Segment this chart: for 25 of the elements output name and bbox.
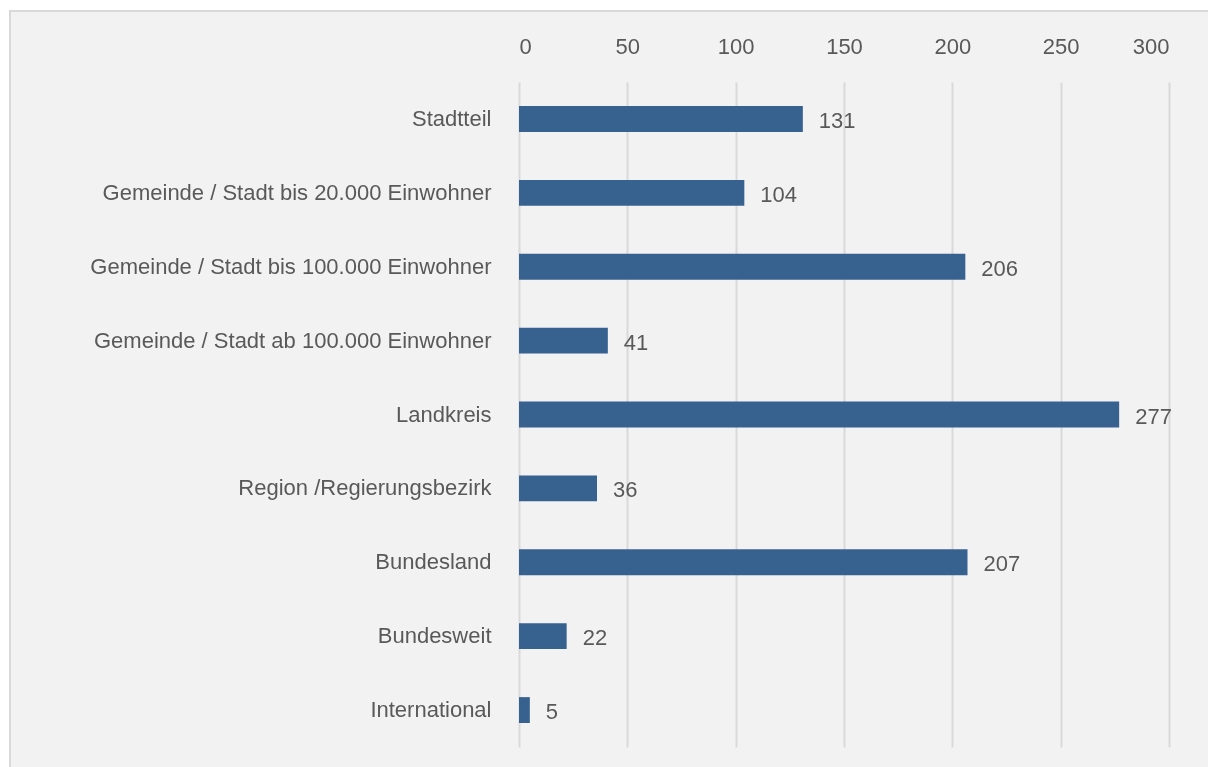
data-label: 22 <box>582 625 608 651</box>
y-tick-label: Gemeinde / Stadt bis 20.000 Einwohner <box>102 179 492 205</box>
x-tick-label: 50 <box>615 33 641 59</box>
x-tick-label: 100 <box>717 33 755 59</box>
data-label: 5 <box>545 699 559 725</box>
data-label: 207 <box>983 551 1021 577</box>
y-tick-label: Gemeinde / Stadt bis 100.000 Einwohner <box>90 253 492 279</box>
y-tick-label: Bundesweit <box>377 623 492 649</box>
data-label: 104 <box>760 181 798 207</box>
x-tick-label: 300 <box>1132 33 1170 59</box>
y-tick-label: Landkreis <box>396 401 492 427</box>
x-tick-label: 250 <box>1042 33 1080 59</box>
data-label: 206 <box>981 255 1019 281</box>
y-tick-label: Gemeinde / Stadt ab 100.000 Einwohner <box>94 327 492 353</box>
y-tick-label: Bundesland <box>375 549 492 575</box>
data-label: 131 <box>818 107 856 133</box>
x-tick-label: 0 <box>519 33 532 59</box>
y-tick-label: Region /Regierungsbezirk <box>238 475 493 501</box>
data-label: 41 <box>623 329 649 355</box>
x-tick-label: 150 <box>826 33 863 59</box>
y-tick-label: Stadtteil <box>412 105 492 131</box>
y-tick-label: International <box>370 697 492 723</box>
data-label: 277 <box>1135 403 1172 429</box>
x-tick-label: 200 <box>934 33 972 59</box>
data-label: 36 <box>613 477 638 503</box>
